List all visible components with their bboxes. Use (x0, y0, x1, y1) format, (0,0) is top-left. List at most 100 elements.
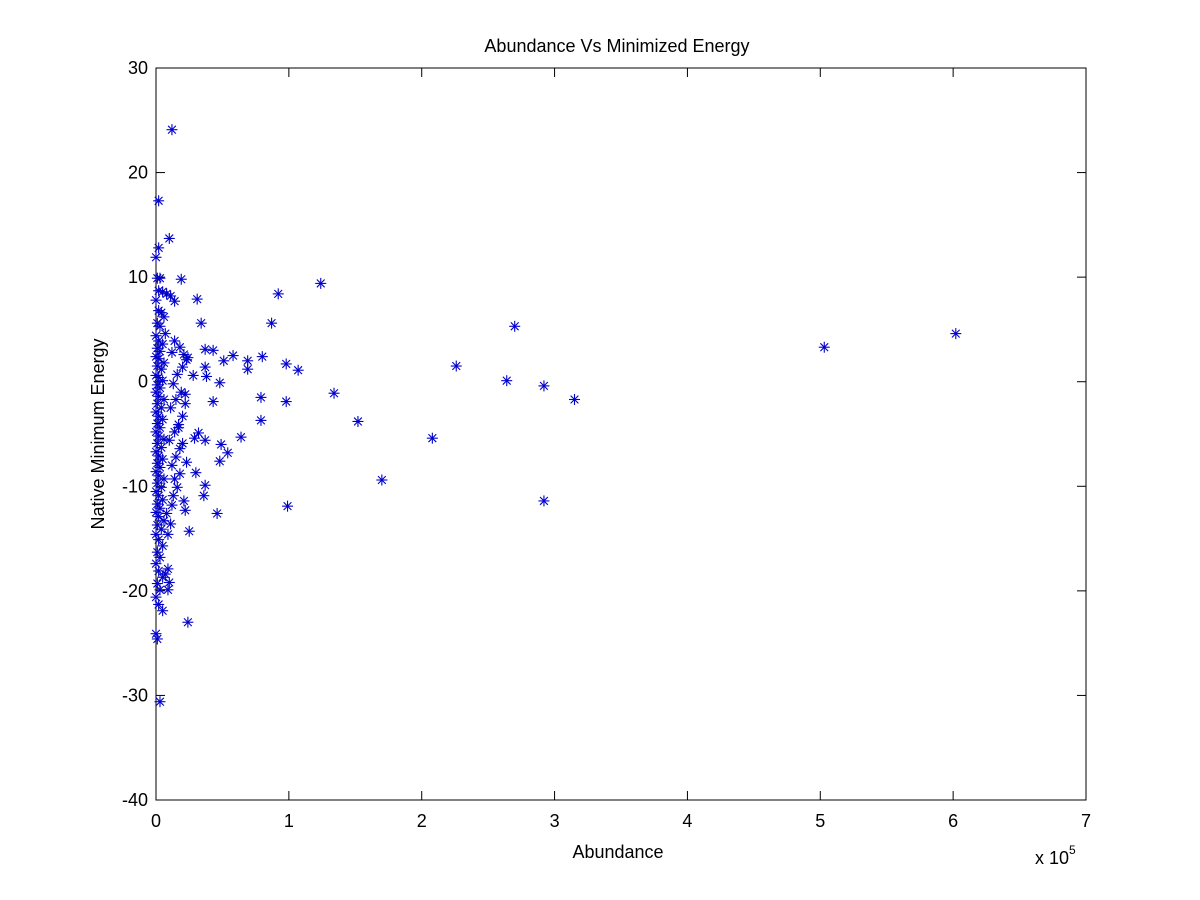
data-point (222, 447, 234, 459)
data-point (215, 438, 227, 450)
data-point (207, 344, 219, 356)
data-point (154, 696, 166, 708)
data-point-stroke (157, 443, 166, 452)
data-point-stroke (166, 519, 175, 529)
data-point (199, 479, 211, 491)
data-point-stroke (161, 329, 170, 338)
data-point (153, 598, 165, 610)
data-point-stroke (157, 403, 166, 413)
y-axis-title: Native Minimum Energy (88, 338, 108, 529)
data-point-stroke (202, 372, 211, 381)
data-point-stroke (167, 348, 177, 357)
data-point-stroke (151, 407, 161, 417)
data-point (255, 414, 267, 426)
data-point (315, 277, 327, 289)
x-tick-label: 1 (284, 811, 294, 831)
y-tick-label: -20 (122, 581, 148, 601)
data-point-stroke (167, 500, 177, 510)
data-point-stroke (199, 491, 209, 500)
data-point-stroke (293, 365, 303, 375)
data-point-stroke (184, 526, 194, 536)
data-point (163, 434, 175, 446)
x-axis-multiplier-base: x 10 (1035, 848, 1069, 868)
x-tick-label: 4 (682, 811, 692, 831)
data-point (159, 328, 171, 340)
data-point (272, 288, 284, 300)
data-point-stroke (154, 196, 163, 206)
data-point-stroke (170, 336, 179, 346)
data-point (818, 341, 830, 353)
data-point-stroke (154, 373, 163, 382)
data-point (162, 563, 174, 575)
data-point-stroke (219, 356, 229, 366)
data-point (179, 388, 191, 400)
data-point-stroke (154, 431, 163, 441)
data-point-stroke (162, 509, 171, 518)
data-point-stroke (151, 629, 161, 639)
data-point (195, 317, 207, 329)
data-point-stroke (539, 381, 549, 391)
data-point-stroke (428, 433, 437, 443)
data-point (179, 398, 191, 410)
data-point (154, 551, 166, 563)
data-point (181, 456, 193, 468)
data-points (150, 124, 962, 708)
data-point-stroke (200, 362, 210, 372)
data-point (158, 393, 170, 405)
data-point-stroke (179, 496, 189, 506)
data-point (199, 434, 211, 446)
data-point-stroke (154, 491, 163, 500)
data-point-stroke (200, 345, 210, 354)
data-point (155, 363, 167, 375)
data-point-stroke (163, 530, 173, 539)
data-point (280, 358, 292, 370)
data-point (158, 473, 170, 485)
data-point-stroke (329, 388, 339, 398)
data-point-stroke (157, 364, 166, 374)
data-point-stroke (151, 331, 161, 340)
data-point-stroke (155, 585, 165, 595)
data-point-stroke (151, 447, 161, 457)
y-tick-label: -30 (122, 685, 148, 705)
data-point (163, 576, 175, 588)
data-point (227, 350, 239, 362)
data-point (182, 616, 194, 628)
data-point (292, 364, 304, 376)
data-point-stroke (178, 439, 187, 448)
y-tick-label: -40 (122, 790, 148, 810)
data-point-stroke (178, 411, 187, 421)
data-point-stroke (153, 499, 162, 509)
data-point (150, 591, 162, 603)
data-point-stroke (208, 397, 218, 406)
data-point-stroke (194, 428, 203, 438)
data-point (426, 432, 438, 444)
data-point-stroke (159, 474, 169, 484)
data-point (242, 363, 254, 375)
data-point-stroke (215, 456, 225, 466)
data-point-stroke (180, 389, 190, 399)
data-point-stroke (151, 508, 161, 517)
data-point-stroke (353, 417, 363, 426)
data-point (182, 352, 194, 364)
y-tick-label: 10 (128, 267, 148, 287)
data-point-stroke (172, 370, 182, 379)
data-point-stroke (256, 416, 266, 425)
data-point (950, 328, 962, 340)
data-point-stroke (151, 467, 161, 476)
data-point (154, 320, 166, 332)
data-point-stroke (158, 415, 167, 424)
data-point (150, 386, 162, 398)
data-point (376, 474, 388, 486)
data-point (165, 518, 177, 530)
data-point-stroke (154, 566, 163, 576)
data-point-stroke (155, 347, 165, 356)
data-point-stroke (153, 419, 162, 428)
data-point-stroke (155, 553, 165, 562)
data-point-stroke (165, 578, 174, 587)
data-point (177, 437, 189, 449)
data-point (166, 499, 178, 511)
y-tick-label: -10 (122, 476, 148, 496)
data-point-stroke (819, 342, 829, 352)
data-point (328, 387, 340, 399)
data-point (157, 605, 169, 617)
